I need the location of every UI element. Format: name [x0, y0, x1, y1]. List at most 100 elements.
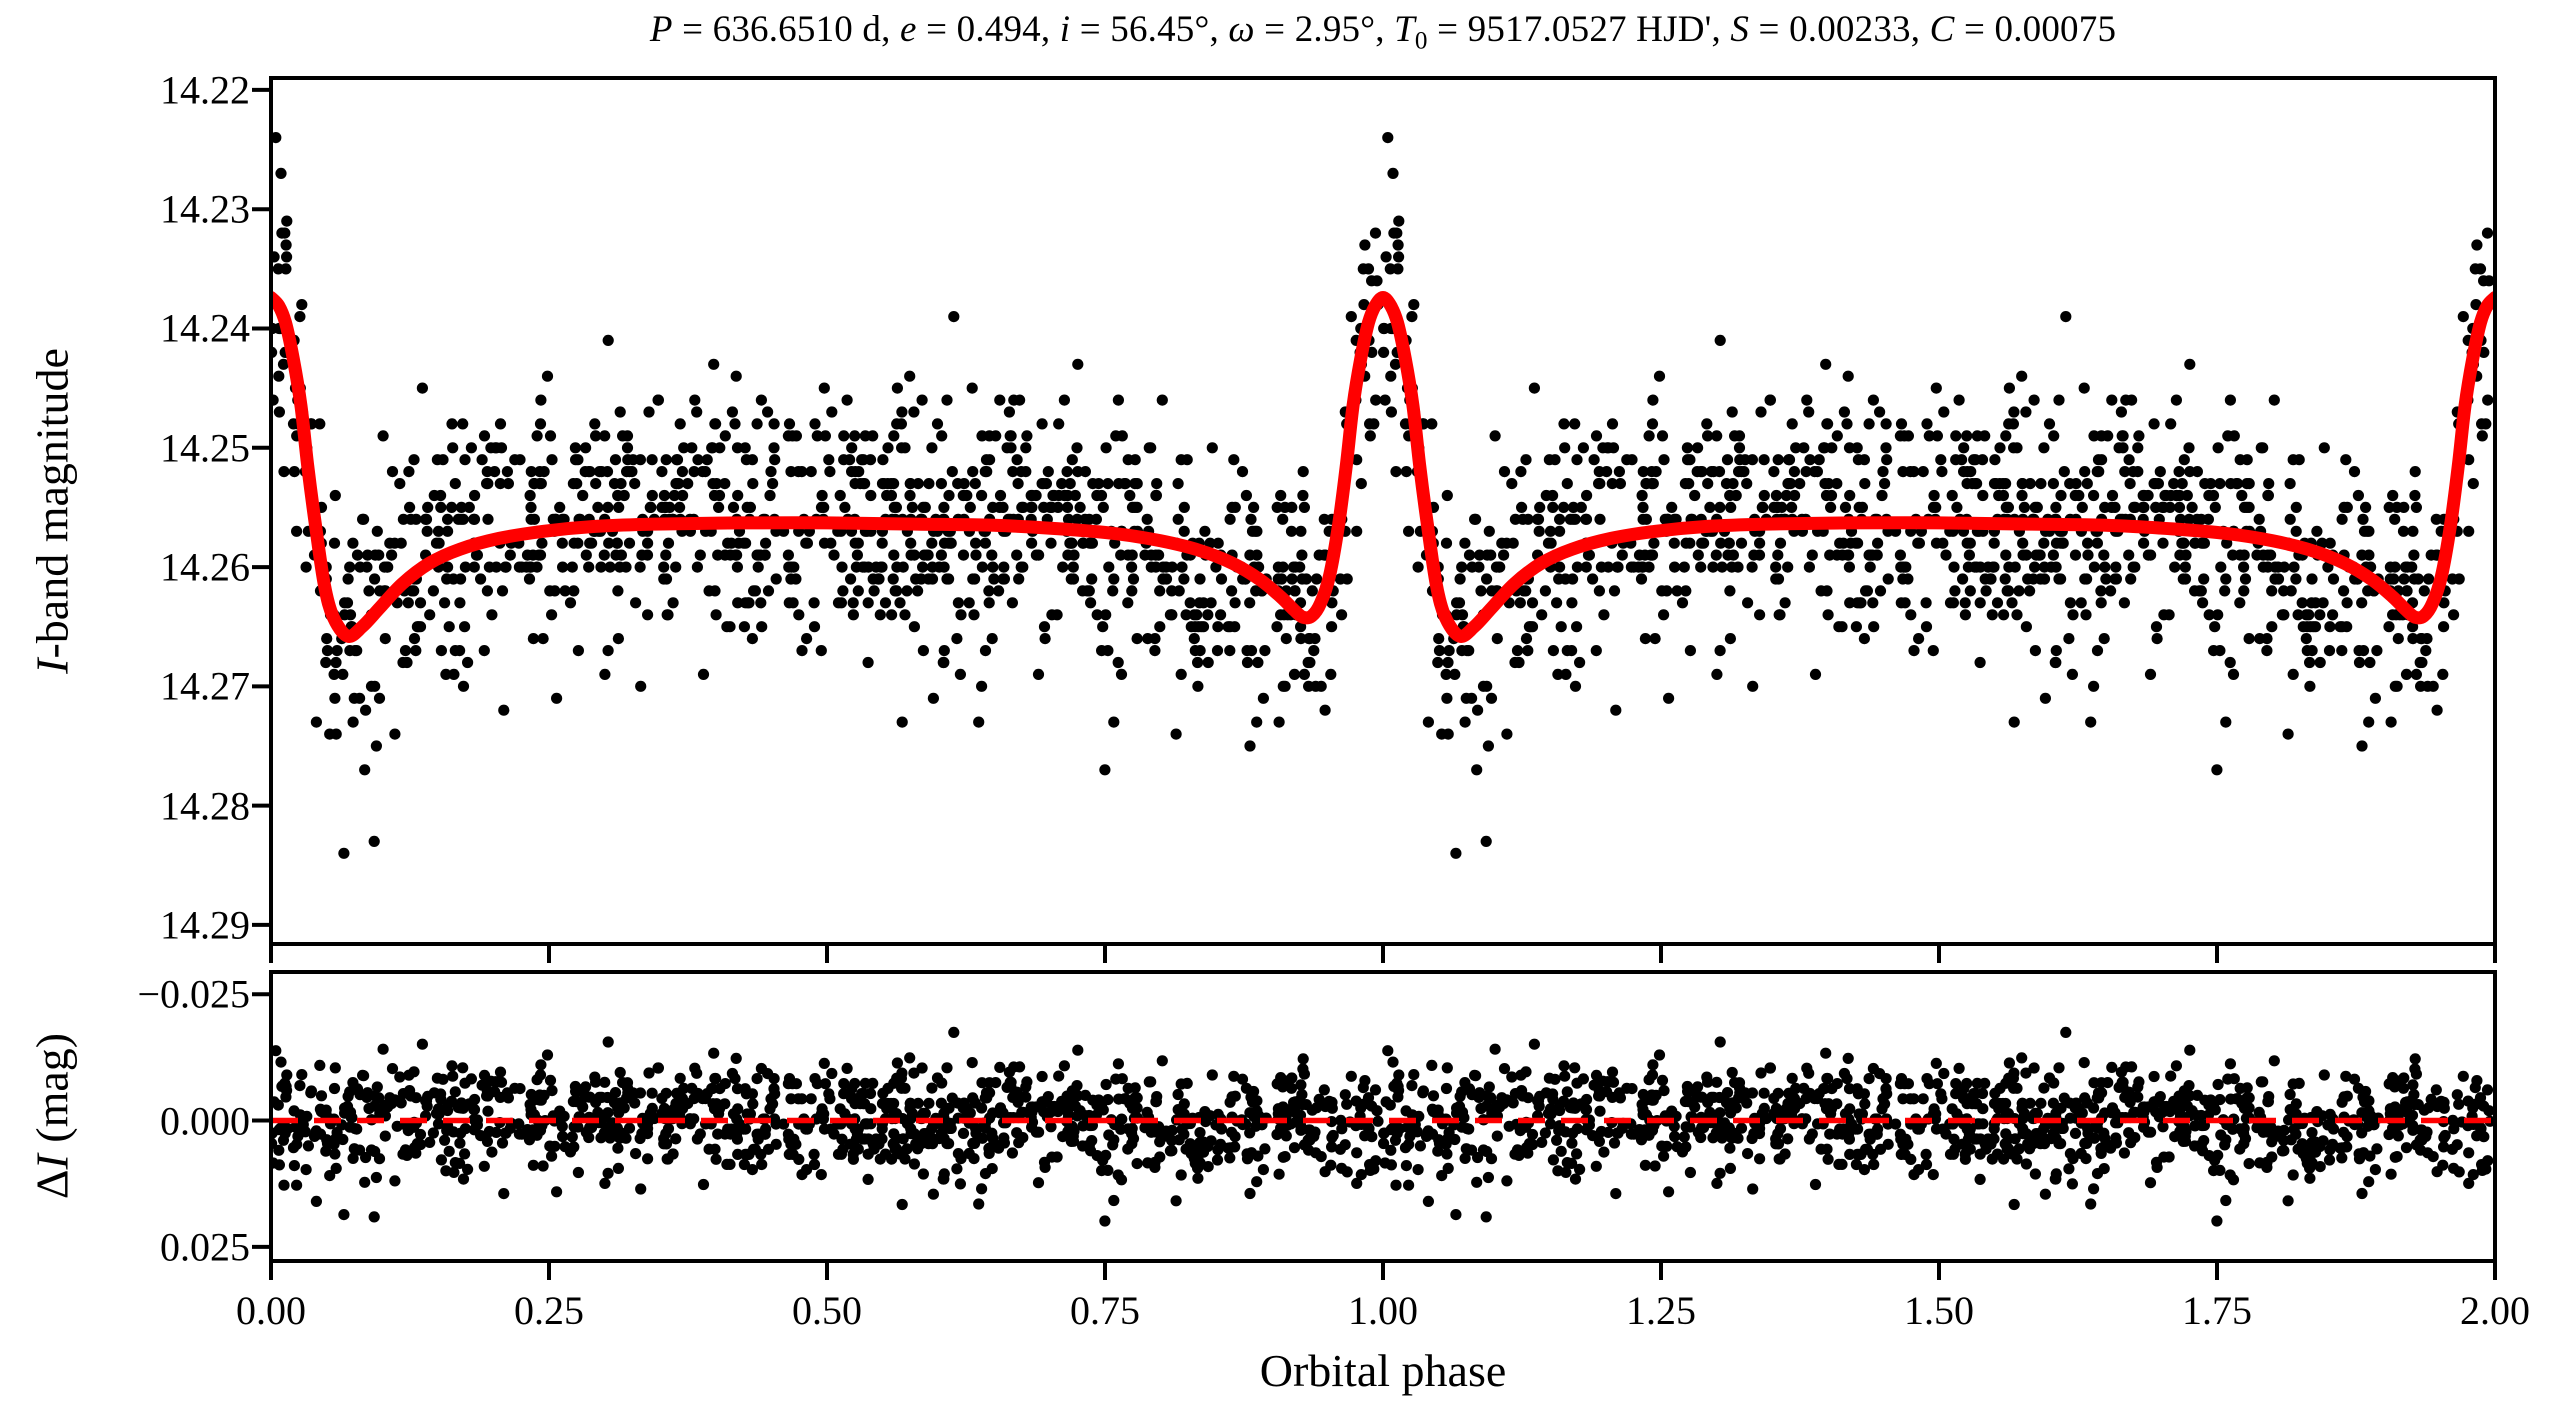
data-point [2091, 645, 2104, 657]
residual-point [1785, 1097, 1797, 1110]
residual-point [1874, 1143, 1887, 1155]
residual-point [1211, 1154, 1224, 1166]
data-point [1727, 549, 1739, 561]
data-point [1005, 430, 1017, 442]
residual-point [2123, 1127, 2135, 1139]
residual-point [908, 1158, 921, 1170]
data-point [1066, 537, 1078, 549]
data-point [1661, 585, 1673, 597]
data-point [2278, 561, 2290, 573]
data-point [1454, 573, 1466, 585]
residual-point [454, 1157, 466, 1169]
data-point [904, 489, 916, 502]
data-point [410, 645, 422, 657]
residual-point [1372, 1115, 1384, 1127]
residual-point [2323, 1154, 2336, 1166]
residual-point [369, 1145, 381, 1158]
data-point [2262, 489, 2274, 502]
data-point [2363, 716, 2375, 728]
data-point [331, 645, 343, 657]
residual-point [630, 1148, 642, 1160]
data-point [2034, 549, 2046, 561]
residual-point [570, 1085, 582, 1098]
residual-point [888, 1128, 900, 1140]
data-point [2013, 585, 2025, 597]
residual-point [2284, 1088, 2296, 1101]
residual-point [1103, 1129, 1115, 1141]
data-point [2080, 609, 2092, 621]
residual-point [719, 1098, 731, 1110]
residual-point [1831, 1098, 1843, 1110]
data-point [2064, 597, 2076, 609]
data-point [446, 418, 458, 430]
y-tick-label-residual: 0.025 [160, 1224, 250, 1270]
data-point [1653, 370, 1666, 382]
data-point [993, 585, 1005, 597]
residual-point [2418, 1104, 2430, 1116]
data-point [2079, 573, 2091, 585]
data-point [793, 609, 805, 621]
residual-point [1850, 1158, 1862, 1171]
data-point [1671, 585, 1683, 597]
residual-point [1229, 1131, 1241, 1143]
data-point [1038, 621, 1051, 633]
residual-point [1156, 1055, 1168, 1067]
data-point [408, 633, 421, 645]
data-point [1229, 621, 1241, 633]
data-point [455, 501, 467, 513]
data-point [790, 430, 803, 442]
data-point [2150, 621, 2163, 633]
residual-point [1525, 1138, 1537, 1150]
data-point [1542, 537, 1555, 549]
data-point [271, 132, 282, 144]
data-point [1459, 537, 1471, 549]
residual-point [2400, 1142, 2413, 1154]
data-point [969, 478, 981, 490]
residual-point [454, 1137, 466, 1149]
residual-point [697, 1093, 709, 1105]
residual-point [1427, 1090, 1440, 1102]
data-point [1724, 633, 1736, 645]
data-point [770, 573, 782, 585]
residual-point [1528, 1038, 1540, 1050]
data-point [1897, 466, 1909, 478]
data-point [2189, 537, 2201, 549]
residual-point [481, 1090, 493, 1102]
data-point [1392, 239, 1404, 251]
residual-point [1843, 1083, 1856, 1095]
data-point [276, 227, 288, 239]
residual-point [931, 1072, 944, 1084]
data-point [2129, 561, 2141, 573]
residual-point [838, 1078, 850, 1090]
data-point [835, 597, 848, 609]
data-point [1456, 561, 1468, 573]
data-point [2038, 537, 2050, 549]
residual-point [1653, 1049, 1666, 1061]
data-point [1257, 692, 1269, 704]
data-point [2174, 549, 2186, 561]
residual-point [897, 1133, 909, 1145]
data-point [938, 537, 951, 549]
data-point [762, 585, 775, 597]
residual-point [1355, 1169, 1367, 1181]
data-point [2408, 573, 2420, 585]
residual-point [379, 1130, 391, 1142]
data-point [1065, 573, 1077, 585]
data-point [769, 454, 781, 466]
data-point [321, 633, 333, 645]
residual-point [449, 1086, 461, 1098]
data-point [2423, 573, 2435, 585]
residual-point [1779, 1148, 1791, 1160]
data-point [1020, 442, 1032, 454]
data-point [1126, 561, 1138, 573]
residual-point [1503, 1120, 1515, 1132]
residual-point [2409, 1053, 2421, 1065]
residual-point [1003, 1066, 1016, 1078]
data-point [923, 478, 935, 490]
data-point [1248, 501, 1260, 513]
data-point [1789, 489, 1801, 502]
residual-point [2126, 1061, 2138, 1073]
data-point [1003, 406, 1016, 418]
residual-point [656, 1092, 668, 1104]
data-point [1726, 406, 1738, 418]
